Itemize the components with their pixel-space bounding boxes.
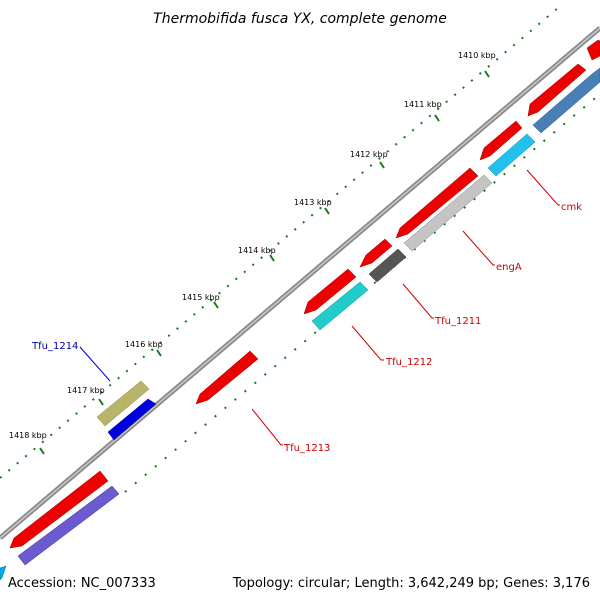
gene-label-cmk[interactable]: cmk	[561, 202, 582, 213]
genome-backbone-highlight	[0, 27, 600, 539]
outer-tick-track	[0, 7, 559, 479]
genome-summary-text: Topology: circular; Length: 3,642,249 bp…	[232, 576, 590, 591]
gene-bar-darkgray[interactable]	[368, 248, 407, 283]
gene-track-lower	[0, 67, 600, 581]
map-title: Thermobifida fusca YX, complete genome	[153, 11, 447, 27]
gene-label-tfu1211[interactable]: Tfu_1211	[434, 316, 481, 327]
gene-arrow[interactable]	[9, 470, 109, 549]
tick-label-1417: 1417 kbp	[67, 386, 105, 395]
gene-bar-steelblue[interactable]	[532, 67, 600, 134]
gene-bar-edge[interactable]	[0, 565, 7, 581]
gene-bar-cyan[interactable]	[311, 281, 369, 331]
gene-arrow[interactable]	[303, 268, 357, 315]
gene-bar-blue[interactable]	[107, 398, 157, 441]
gene-track-upper	[9, 39, 600, 549]
major-ticks	[39, 70, 490, 455]
gene-arrow[interactable]	[479, 120, 523, 161]
tick-label-1414: 1414 kbp	[238, 246, 276, 255]
tick-label-1413: 1413 kbp	[294, 198, 332, 207]
gene-arrow[interactable]	[395, 167, 479, 239]
tick-label-1416: 1416 kbp	[125, 340, 163, 349]
gene-label-tfu1213[interactable]: Tfu_1213	[283, 443, 330, 454]
gene-bar-khaki[interactable]	[96, 380, 150, 427]
tick-label-1410: 1410 kbp	[458, 51, 496, 60]
gene-label-tfu1214[interactable]: Tfu_1214	[31, 341, 78, 352]
tick-label-1415: 1415 kbp	[182, 293, 220, 302]
gene-bar-gray[interactable]	[403, 174, 493, 252]
leader-line-tfu1214	[79, 346, 111, 382]
gene-arrow[interactable]	[359, 238, 393, 268]
tick-label-1411: 1411 kbp	[404, 100, 442, 109]
gene-bar-purple[interactable]	[17, 485, 120, 566]
tick-label-1418: 1418 kbp	[9, 431, 47, 440]
tick-label-1412: 1412 kbp	[350, 150, 388, 159]
gene-arrow[interactable]	[195, 350, 259, 405]
gene-bar-skyblue[interactable]	[487, 133, 536, 177]
gene-label-tfu1212[interactable]: Tfu_1212	[385, 357, 432, 368]
gene-label-enga[interactable]: engA	[496, 262, 522, 273]
gene-arrow[interactable]	[527, 63, 587, 117]
leader-lines	[251, 169, 560, 446]
accession-text: Accession: NC_007333	[8, 576, 156, 591]
gene-arrow[interactable]	[586, 39, 600, 61]
